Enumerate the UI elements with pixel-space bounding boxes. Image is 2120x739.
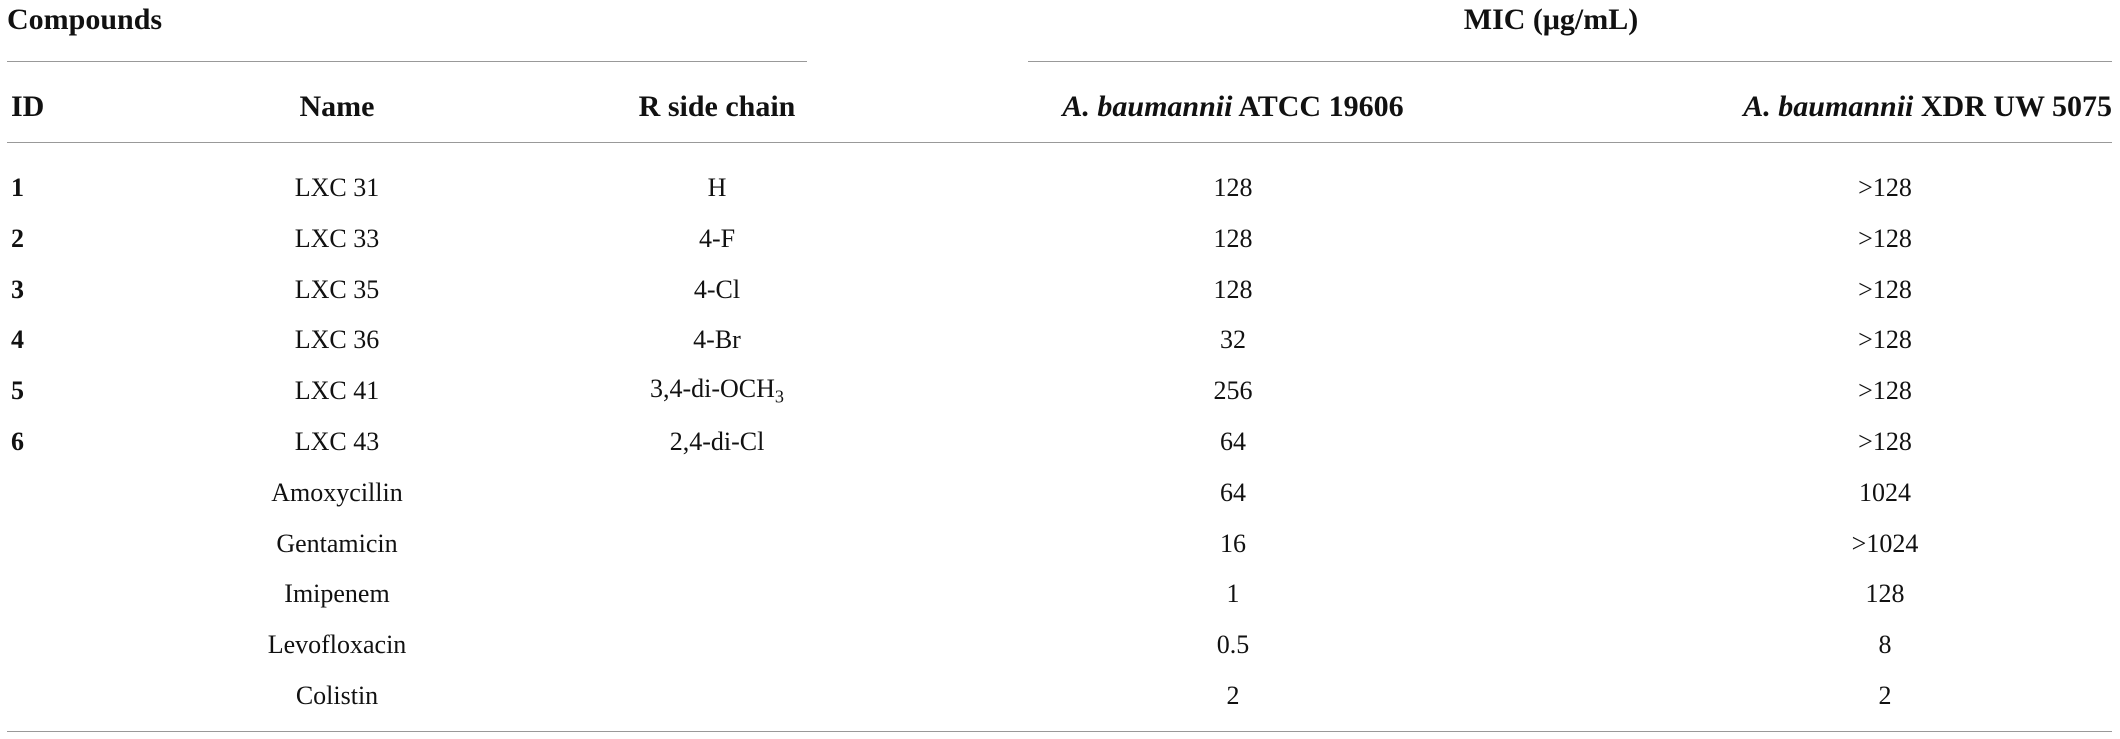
table-cell: Levofloxacin — [267, 630, 407, 660]
table-cell: 128 — [1865, 579, 1905, 609]
table-cell: LXC 41 — [294, 376, 380, 406]
header-rule — [7, 142, 2112, 143]
table-cell: 2 — [1878, 681, 1892, 710]
table-cell: 1 — [1226, 579, 1240, 609]
table-cell: LXC 35 — [294, 274, 380, 304]
column-header: A. baumannii XDR UW 5075 — [1743, 92, 2112, 122]
bottom-rule — [7, 731, 2112, 732]
table-cell: 8 — [1878, 630, 1892, 660]
group-rule — [1028, 61, 2112, 62]
table-cell: LXC 43 — [294, 427, 380, 456]
italic-text: A. baumannii — [1743, 90, 1914, 123]
group-rule — [7, 61, 807, 62]
column-header: Name — [299, 90, 375, 123]
table-cell: Amoxycillin — [271, 477, 403, 507]
table-cell: H — [707, 173, 727, 202]
table-cell: 128 — [1213, 223, 1253, 253]
italic-text: A. baumannii — [1062, 90, 1233, 123]
table-cell: >128 — [1858, 376, 1912, 406]
subscript: 3 — [774, 386, 785, 407]
table-cell: 2 — [1226, 681, 1240, 710]
table-cell: >128 — [1858, 325, 1912, 355]
table-cell: 256 — [1213, 376, 1253, 406]
column-header: A. baumannii ATCC 19606 — [1062, 92, 1403, 122]
table-cell: 1 — [11, 173, 24, 202]
table-cell: 1024 — [1859, 477, 1911, 507]
table-cell: 32 — [1220, 325, 1246, 355]
table-cell: Imipenem — [284, 579, 390, 609]
table-cell: 4-Cl — [693, 274, 741, 304]
text: ATCC 19606 — [1232, 90, 1404, 123]
table-cell: 3 — [11, 274, 24, 304]
column-header: ID — [11, 90, 45, 123]
table-cell: 4-F — [698, 223, 736, 253]
table-cell: 16 — [1220, 528, 1246, 558]
table-cell: Colistin — [295, 681, 379, 710]
table-cell: 128 — [1213, 274, 1253, 304]
table-cell: 4-Br — [693, 325, 741, 355]
table-cell: >1024 — [1851, 528, 1919, 558]
table-cell: LXC 33 — [294, 223, 380, 253]
table-cell: 5 — [11, 376, 24, 406]
table-cell: LXC 31 — [294, 173, 380, 202]
table-cell: 64 — [1220, 477, 1246, 507]
table-cell: 4 — [11, 325, 24, 355]
group-header: Compounds — [7, 3, 163, 36]
table-cell: >128 — [1858, 427, 1912, 456]
table-cell: 2 — [11, 223, 24, 253]
table-cell: Gentamicin — [276, 528, 398, 558]
table-cell: 128 — [1213, 173, 1253, 202]
table-cell: 6 — [11, 427, 24, 456]
column-header: R side chain — [638, 90, 796, 123]
group-header: MIC (μg/mL) — [1463, 3, 1639, 36]
text: 3,4-di-OCH — [649, 374, 775, 404]
text: XDR UW 5075 — [1913, 90, 2112, 123]
table-cell: >128 — [1858, 173, 1912, 202]
table-cell: >128 — [1858, 274, 1912, 304]
table-cell: 0.5 — [1216, 630, 1250, 660]
table-cell: >128 — [1858, 223, 1912, 253]
table-cell: LXC 36 — [294, 325, 380, 355]
table-cell: 64 — [1220, 427, 1246, 456]
table-cell: 2,4-di-Cl — [669, 427, 765, 456]
table-cell: 3,4-di-OCH3 — [650, 376, 784, 406]
